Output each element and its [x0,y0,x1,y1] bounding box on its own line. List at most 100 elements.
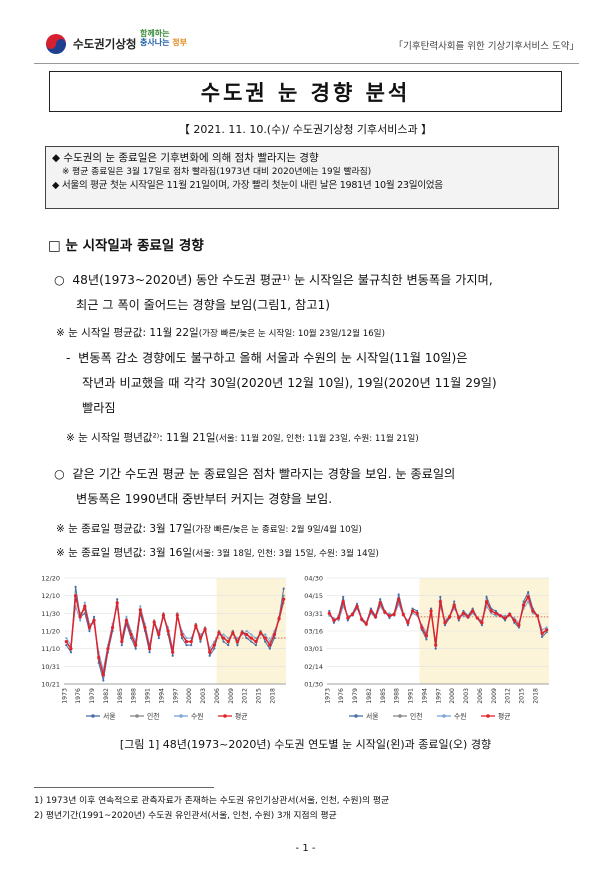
data-point [480,624,484,627]
note-start-normal: ※ 눈 시작일 평년값²⁾: 11월 21일(서울: 11월 20일, 인천: … [66,430,419,445]
data-point [489,609,493,613]
data-point [272,632,277,637]
bullet-marker: ○ [54,273,65,287]
header-divider [34,63,579,64]
data-point [65,636,68,640]
data-point [115,601,119,605]
x-tick-label: 2000 [449,688,456,704]
data-point [277,617,281,621]
summary-line-3: ◆ 서울의 평균 첫눈 시작일은 11월 21일이며, 가장 빨리 첫눈이 내린… [52,180,443,191]
slogan-logo-mid: 충사나는 [140,38,170,47]
data-point [508,612,512,617]
data-point [231,631,235,635]
data-point [250,640,253,643]
data-point [125,615,128,618]
data-point [346,616,350,620]
data-point [369,609,373,613]
data-point [540,631,544,635]
data-point [531,609,535,613]
y-tick-label: 12/10 [41,592,60,600]
data-point [185,644,188,647]
legend-label: 인천 [410,712,423,721]
note-main: 눈 시작일 평년값²⁾: 11월 21일 [78,432,216,444]
data-point [545,631,548,634]
legend-marker [486,714,490,718]
data-point [457,619,460,622]
data-point [471,609,475,613]
legend-label: 인천 [147,712,160,721]
data-point [453,600,456,603]
bullet-marker: ○ [54,467,65,481]
data-point [161,613,166,617]
data-point [503,616,507,620]
note-detail: (가장 빠른/늦은 눈 종료일: 2월 9일/4월 10일) [192,525,362,535]
data-point [527,600,530,603]
data-point [245,636,248,640]
x-tick-label: 2003 [200,688,207,704]
data-point [236,636,239,640]
x-tick-label: 1973 [61,688,68,704]
data-point [346,619,349,622]
y-tick-label: 03/31 [304,610,323,618]
paragraph-1-line-1: 48년(1973~2020년) 동안 수도권 평균¹⁾ 눈 시작일은 불규칙한 … [72,273,493,287]
data-point [65,644,68,647]
data-point [332,618,336,622]
data-point [134,647,137,650]
data-point [337,619,340,622]
x-tick-label: 1985 [117,688,124,704]
paragraph-3-line-1: 같은 기간 수도권 평균 눈 종료일은 점차 빨라지는 경향을 보임. 눈 종료… [72,467,456,481]
data-point [268,643,272,647]
summary-box: ◆ 수도권의 눈 종료일은 기후변화에 의해 점차 빨라지는 경향 ※ 평균 종… [45,146,559,209]
x-tick-label: 2012 [242,688,249,704]
org-name: 수도권기상청 [73,37,137,51]
data-point [116,598,119,601]
x-tick-label: 1979 [89,688,96,704]
data-point [254,640,258,644]
data-point [240,631,244,635]
data-point [494,609,497,613]
x-tick-label: 1982 [103,688,110,704]
data-point [236,644,239,647]
data-point [212,643,216,647]
data-point [264,633,267,636]
x-tick-label: 1979 [352,688,359,704]
x-tick-label: 1985 [380,688,387,704]
data-point [327,611,331,615]
data-point [254,644,258,647]
data-point [134,643,138,647]
slogan-logo-top: 함께하는 [140,29,170,38]
note-detail: (가장 빠른/늦은 눈 시작일: 10월 23일/12월 16일) [198,329,385,339]
data-point [387,614,392,618]
paragraph-3: ○ 같은 기간 수도권 평균 눈 종료일은 점차 빨라지는 경향을 보임. 눈 … [54,462,578,512]
legend-label: 평균 [498,712,511,721]
data-point [250,633,253,636]
paragraph-1-line-2: 최근 그 폭이 줄어드는 경향을 보임(그림1, 참고1) [76,298,330,312]
data-point [190,644,193,647]
paragraph-3-line-2: 변동폭은 1990년대 중반부터 커지는 경향을 보임. [76,492,333,506]
x-tick-label: 1973 [324,688,331,704]
data-point [175,613,179,617]
slogan-logo-tag: 정부 [172,38,187,47]
x-tick-label: 2003 [463,688,470,704]
dash-marker: - [66,351,71,365]
data-point [383,610,387,614]
data-point [189,640,193,644]
data-point [364,622,368,626]
data-point [462,614,465,617]
data-point [227,644,230,647]
x-tick-label: 1991 [408,688,415,704]
data-point [540,635,544,638]
data-point [139,605,142,608]
paragraph-2-line-1: 변동폭 감소 경향에도 불구하고 올해 서울과 수원의 눈 시작일(11월 10… [78,351,468,365]
footnote-divider [34,787,214,788]
data-point [221,636,226,640]
data-point [545,628,549,632]
data-point [438,599,442,604]
data-point [120,640,124,644]
y-tick-label: 03/16 [304,628,323,636]
data-point [180,632,184,637]
legend-label: 수원 [454,712,467,721]
y-tick-label: 10/21 [41,681,60,689]
data-point [484,599,489,604]
data-point [171,650,175,654]
